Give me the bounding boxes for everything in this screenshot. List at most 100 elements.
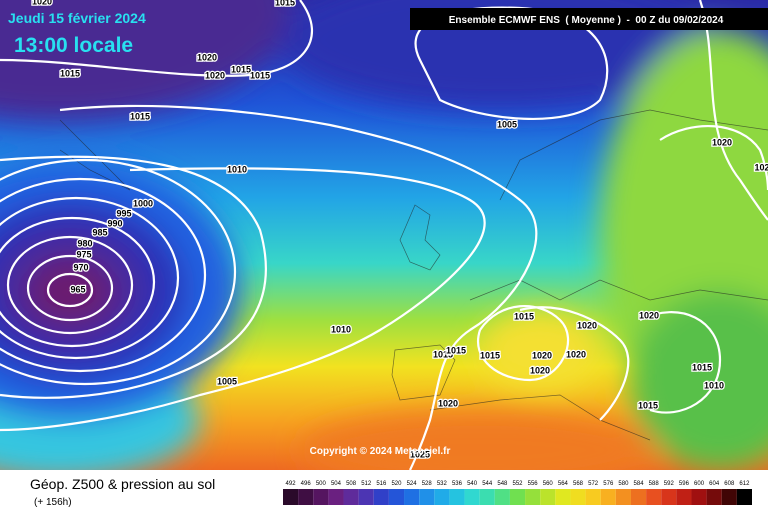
scale-swatch <box>328 489 344 505</box>
isobar-label: 1015 <box>692 362 712 372</box>
isobar-label: 1015 <box>638 400 658 410</box>
scale-label: 608 <box>724 481 735 487</box>
scale-swatch <box>540 489 556 505</box>
isobar-label: 990 <box>107 218 122 228</box>
scale-swatch <box>525 489 541 505</box>
isobar-label: 965 <box>70 284 85 294</box>
isobar-label: 1000 <box>133 198 153 208</box>
scale-label: 568 <box>573 481 584 487</box>
scale-label: 576 <box>603 481 614 487</box>
scale-swatch <box>585 489 601 505</box>
scale-swatch <box>676 489 692 505</box>
scale-label: 516 <box>376 481 387 487</box>
isobar-label: 985 <box>92 227 107 237</box>
isobar-label: 1015 <box>446 345 466 355</box>
scale-swatch <box>404 489 420 505</box>
scale-label: 544 <box>482 481 493 487</box>
scale-label: 592 <box>664 481 675 487</box>
isobar-label: 102 <box>754 162 768 172</box>
scale-label: 584 <box>634 481 645 487</box>
scale-label: 512 <box>361 481 372 487</box>
scale-swatch <box>706 489 722 505</box>
isobar-label: 1005 <box>217 376 237 386</box>
scale-swatch <box>736 489 752 505</box>
scale-label: 612 <box>739 481 750 487</box>
scale-label: 580 <box>618 481 629 487</box>
scale-swatch <box>343 489 359 505</box>
scale-label: 508 <box>346 481 357 487</box>
scale-label: 548 <box>497 481 508 487</box>
isobar-label: 1020 <box>438 398 458 408</box>
scale-label: 500 <box>316 481 327 487</box>
scale-swatch <box>479 489 495 505</box>
scale-label: 560 <box>543 481 554 487</box>
isobar-label: 1010 <box>331 324 351 334</box>
isobar-label: 1020 <box>197 52 217 62</box>
scale-swatch <box>373 489 389 505</box>
scale-label: 564 <box>558 481 569 487</box>
isobar-label: 1015 <box>60 68 80 78</box>
isobar-label: 1020 <box>639 310 659 320</box>
isobar-label: 1010 <box>227 164 247 174</box>
scale-swatch <box>630 489 647 505</box>
scale-swatch <box>570 489 586 505</box>
scale-swatch <box>494 489 510 505</box>
map-area: 1020 101510151020102010151015101510051010… <box>0 0 768 470</box>
scale-swatch <box>419 489 435 505</box>
scale-swatch <box>313 489 329 505</box>
scale-label: 536 <box>452 481 463 487</box>
scale-swatch <box>721 489 737 505</box>
isobar-label: 1015 <box>480 350 500 360</box>
scale-label: 504 <box>331 481 342 487</box>
isobar-label: 970 <box>73 262 88 272</box>
date: Jeudi 15 février 2024 <box>8 10 146 26</box>
isobar-label: 1015 <box>130 111 150 121</box>
isobar-labels: 1020 101510151020102010151015101510051010… <box>31 0 768 461</box>
isobar-label: 980 <box>77 238 92 248</box>
scale-swatch <box>358 489 374 505</box>
isobar-label: 1020 <box>566 349 586 359</box>
isobar-label: 1020 <box>32 0 52 6</box>
color-scale: 492 496 500 504 508 512 516 520 524 528 532 536 540 5… <box>283 481 752 505</box>
scale-swatch <box>449 489 465 505</box>
isobar-label: 1020 <box>712 137 732 147</box>
scale-swatch <box>464 489 480 505</box>
scale-swatch <box>283 489 299 505</box>
scale-label: 528 <box>422 481 433 487</box>
scale-swatch <box>691 489 707 505</box>
scale-label: 572 <box>588 481 599 487</box>
scale-label: 524 <box>407 481 418 487</box>
isobar-label: 1015 <box>275 0 295 7</box>
scale-label: 520 <box>391 481 402 487</box>
scale-label: 604 <box>709 481 720 487</box>
isobar-label: 1015 <box>231 64 251 74</box>
scale-label: 492 <box>286 481 297 487</box>
scale-swatch <box>661 489 677 505</box>
scale-label: 552 <box>512 481 523 487</box>
scale-swatch <box>615 489 631 505</box>
isobar-label: 1020 <box>530 365 550 375</box>
scale-label: 600 <box>694 481 705 487</box>
lead-time: (+ 156h) <box>34 497 72 508</box>
model-info: Ensemble ECMWF ENS ( Moyenne ) - 00 Z du… <box>449 15 724 26</box>
local-time: 13:00 locale <box>14 34 133 57</box>
isobar-label: 975 <box>76 249 91 259</box>
scale-swatch <box>388 489 405 505</box>
isobar-label: 1015 <box>514 311 534 321</box>
scale-swatch <box>298 489 314 505</box>
isobar-label: 1020 <box>205 70 225 80</box>
scale-swatch <box>434 489 450 505</box>
scale-swatch <box>600 489 616 505</box>
scale-label: 540 <box>467 481 478 487</box>
isobar-label: 1010 <box>704 380 724 390</box>
scale-swatch <box>646 489 662 505</box>
scale-swatch <box>509 489 526 505</box>
scale-label: 532 <box>437 481 448 487</box>
isobar-label: 1015 <box>433 349 453 359</box>
isobar-label: 1025 <box>410 449 430 459</box>
isobar-label: 1020 <box>532 350 552 360</box>
isobar-label: 1020 <box>577 320 597 330</box>
scale-label: 588 <box>649 481 660 487</box>
isobar-label: 1015 <box>250 70 270 80</box>
